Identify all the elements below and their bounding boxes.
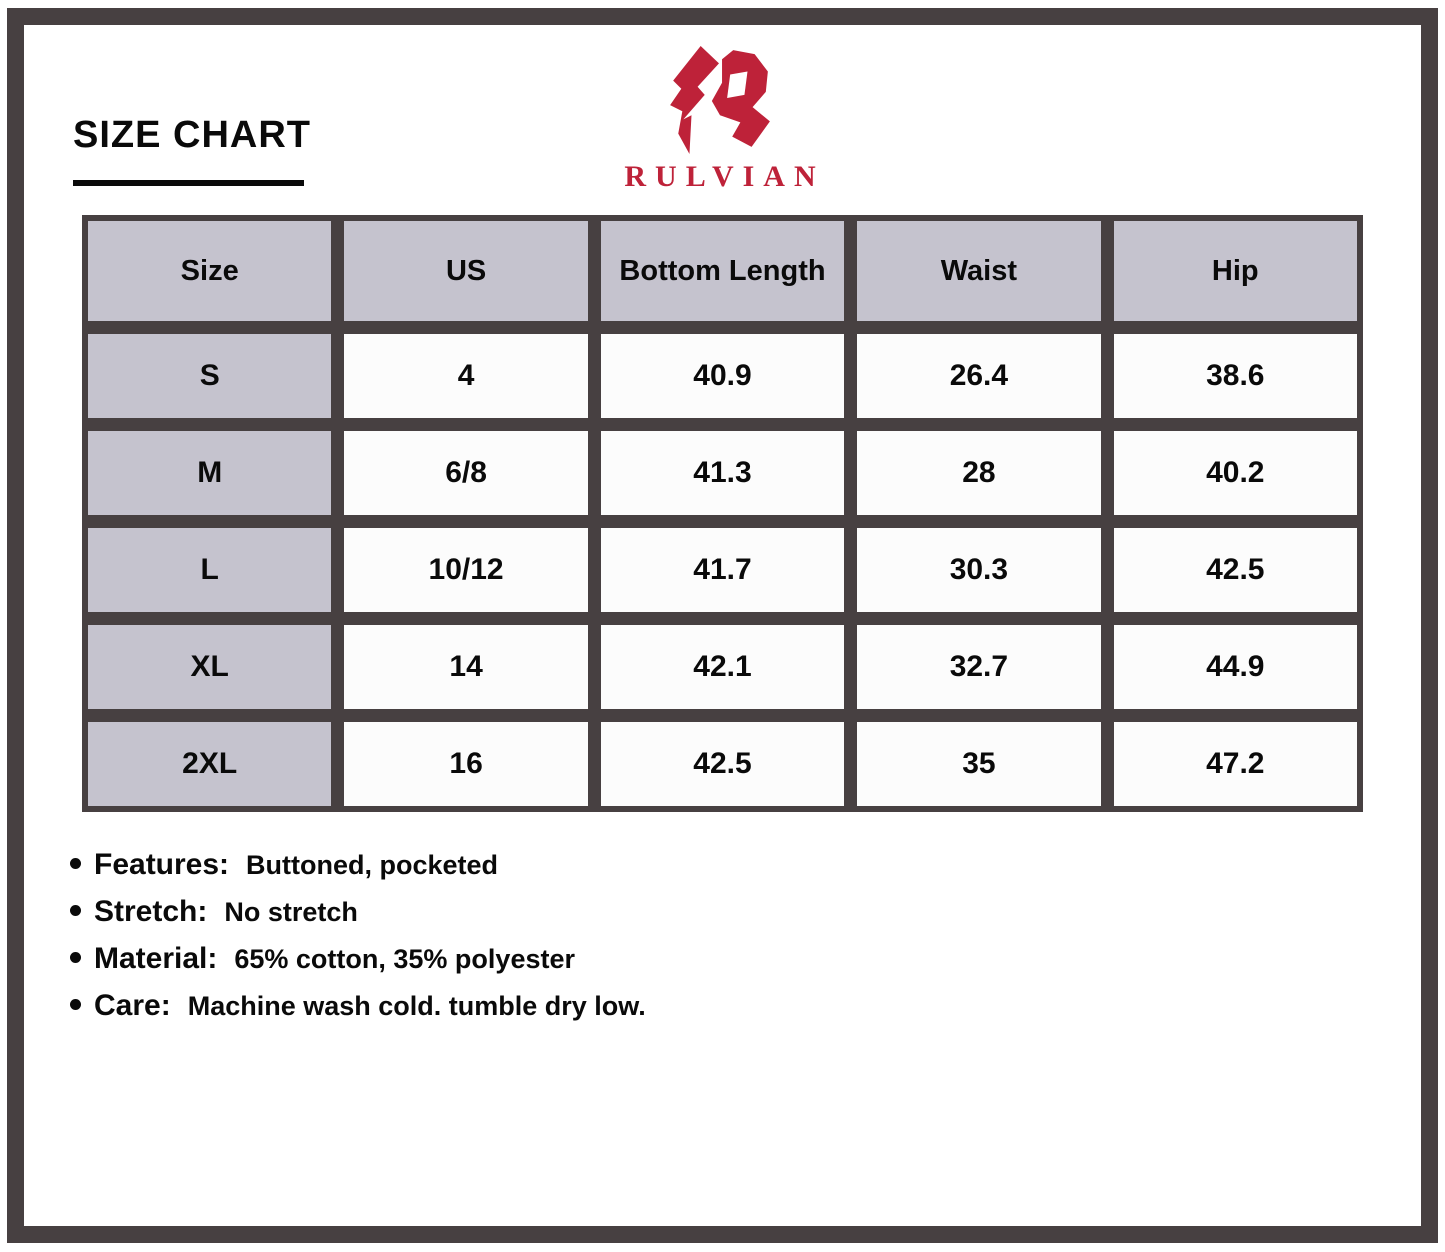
row-header-cell: XL <box>88 625 332 709</box>
table-header-cell: Size <box>88 221 332 321</box>
table-cell: 40.9 <box>600 334 845 418</box>
page-title: SIZE CHART <box>73 114 311 156</box>
bullet-icon <box>70 904 81 916</box>
list-item: Care: Machine wash cold. tumble dry low. <box>70 989 646 1023</box>
table-cell: 42.5 <box>1113 528 1357 612</box>
table-cell: 44.9 <box>1113 625 1357 709</box>
table-cell: 42.5 <box>600 722 845 806</box>
detail-value: No stretch <box>224 897 358 927</box>
table-cell: 41.7 <box>600 528 845 612</box>
table-cell: 26.4 <box>857 334 1101 418</box>
bullet-icon <box>70 951 81 963</box>
table-cell: 10/12 <box>344 528 588 612</box>
row-header-cell: L <box>88 528 332 612</box>
detail-value: Buttoned, pocketed <box>246 850 499 880</box>
detail-label: Stretch: <box>94 895 208 928</box>
table-cell: 42.1 <box>600 625 845 709</box>
detail-label: Material: <box>94 942 218 975</box>
detail-value: 65% cotton, 35% polyester <box>234 944 575 974</box>
table-cell: 38.6 <box>1113 334 1357 418</box>
row-header-cell: S <box>88 334 332 418</box>
detail-value: Machine wash cold. tumble dry low. <box>187 991 646 1021</box>
bullet-icon <box>70 857 81 869</box>
list-item: Features: Buttoned, pocketed <box>70 848 646 882</box>
table-header-cell: Waist <box>857 221 1101 321</box>
table-cell: 47.2 <box>1113 722 1357 806</box>
bullet-icon <box>70 998 81 1010</box>
table-cell: 16 <box>344 722 588 806</box>
table-cell: 40.2 <box>1113 431 1357 515</box>
product-details-list: Features: Buttoned, pocketed Stretch: No… <box>70 848 646 1036</box>
table-cell: 4 <box>344 334 588 418</box>
table-cell: 32.7 <box>857 625 1101 709</box>
list-item: Material: 65% cotton, 35% polyester <box>70 942 646 976</box>
detail-label: Care: <box>94 989 171 1022</box>
brand-logo-icon <box>670 46 770 154</box>
row-header-cell: M <box>88 431 332 515</box>
table-cell: 41.3 <box>600 431 845 515</box>
detail-label: Features: <box>94 848 230 881</box>
title-underline <box>73 180 304 186</box>
size-table: Size US Bottom Length Waist Hip S 4 40.9… <box>82 215 1363 812</box>
table-cell: 35 <box>857 722 1101 806</box>
table-header-cell: Bottom Length <box>600 221 845 321</box>
list-item: Stretch: No stretch <box>70 895 646 929</box>
brand-wordmark: RULVIAN <box>624 160 825 193</box>
table-header-cell: US <box>344 221 588 321</box>
table-cell: 28 <box>857 431 1101 515</box>
row-header-cell: 2XL <box>88 722 332 806</box>
table-cell: 14 <box>344 625 588 709</box>
table-header-cell: Hip <box>1113 221 1357 321</box>
table-cell: 30.3 <box>857 528 1101 612</box>
page-border-frame <box>7 8 1438 1243</box>
brand-logo: RULVIAN <box>595 44 845 194</box>
table-cell: 6/8 <box>344 431 588 515</box>
